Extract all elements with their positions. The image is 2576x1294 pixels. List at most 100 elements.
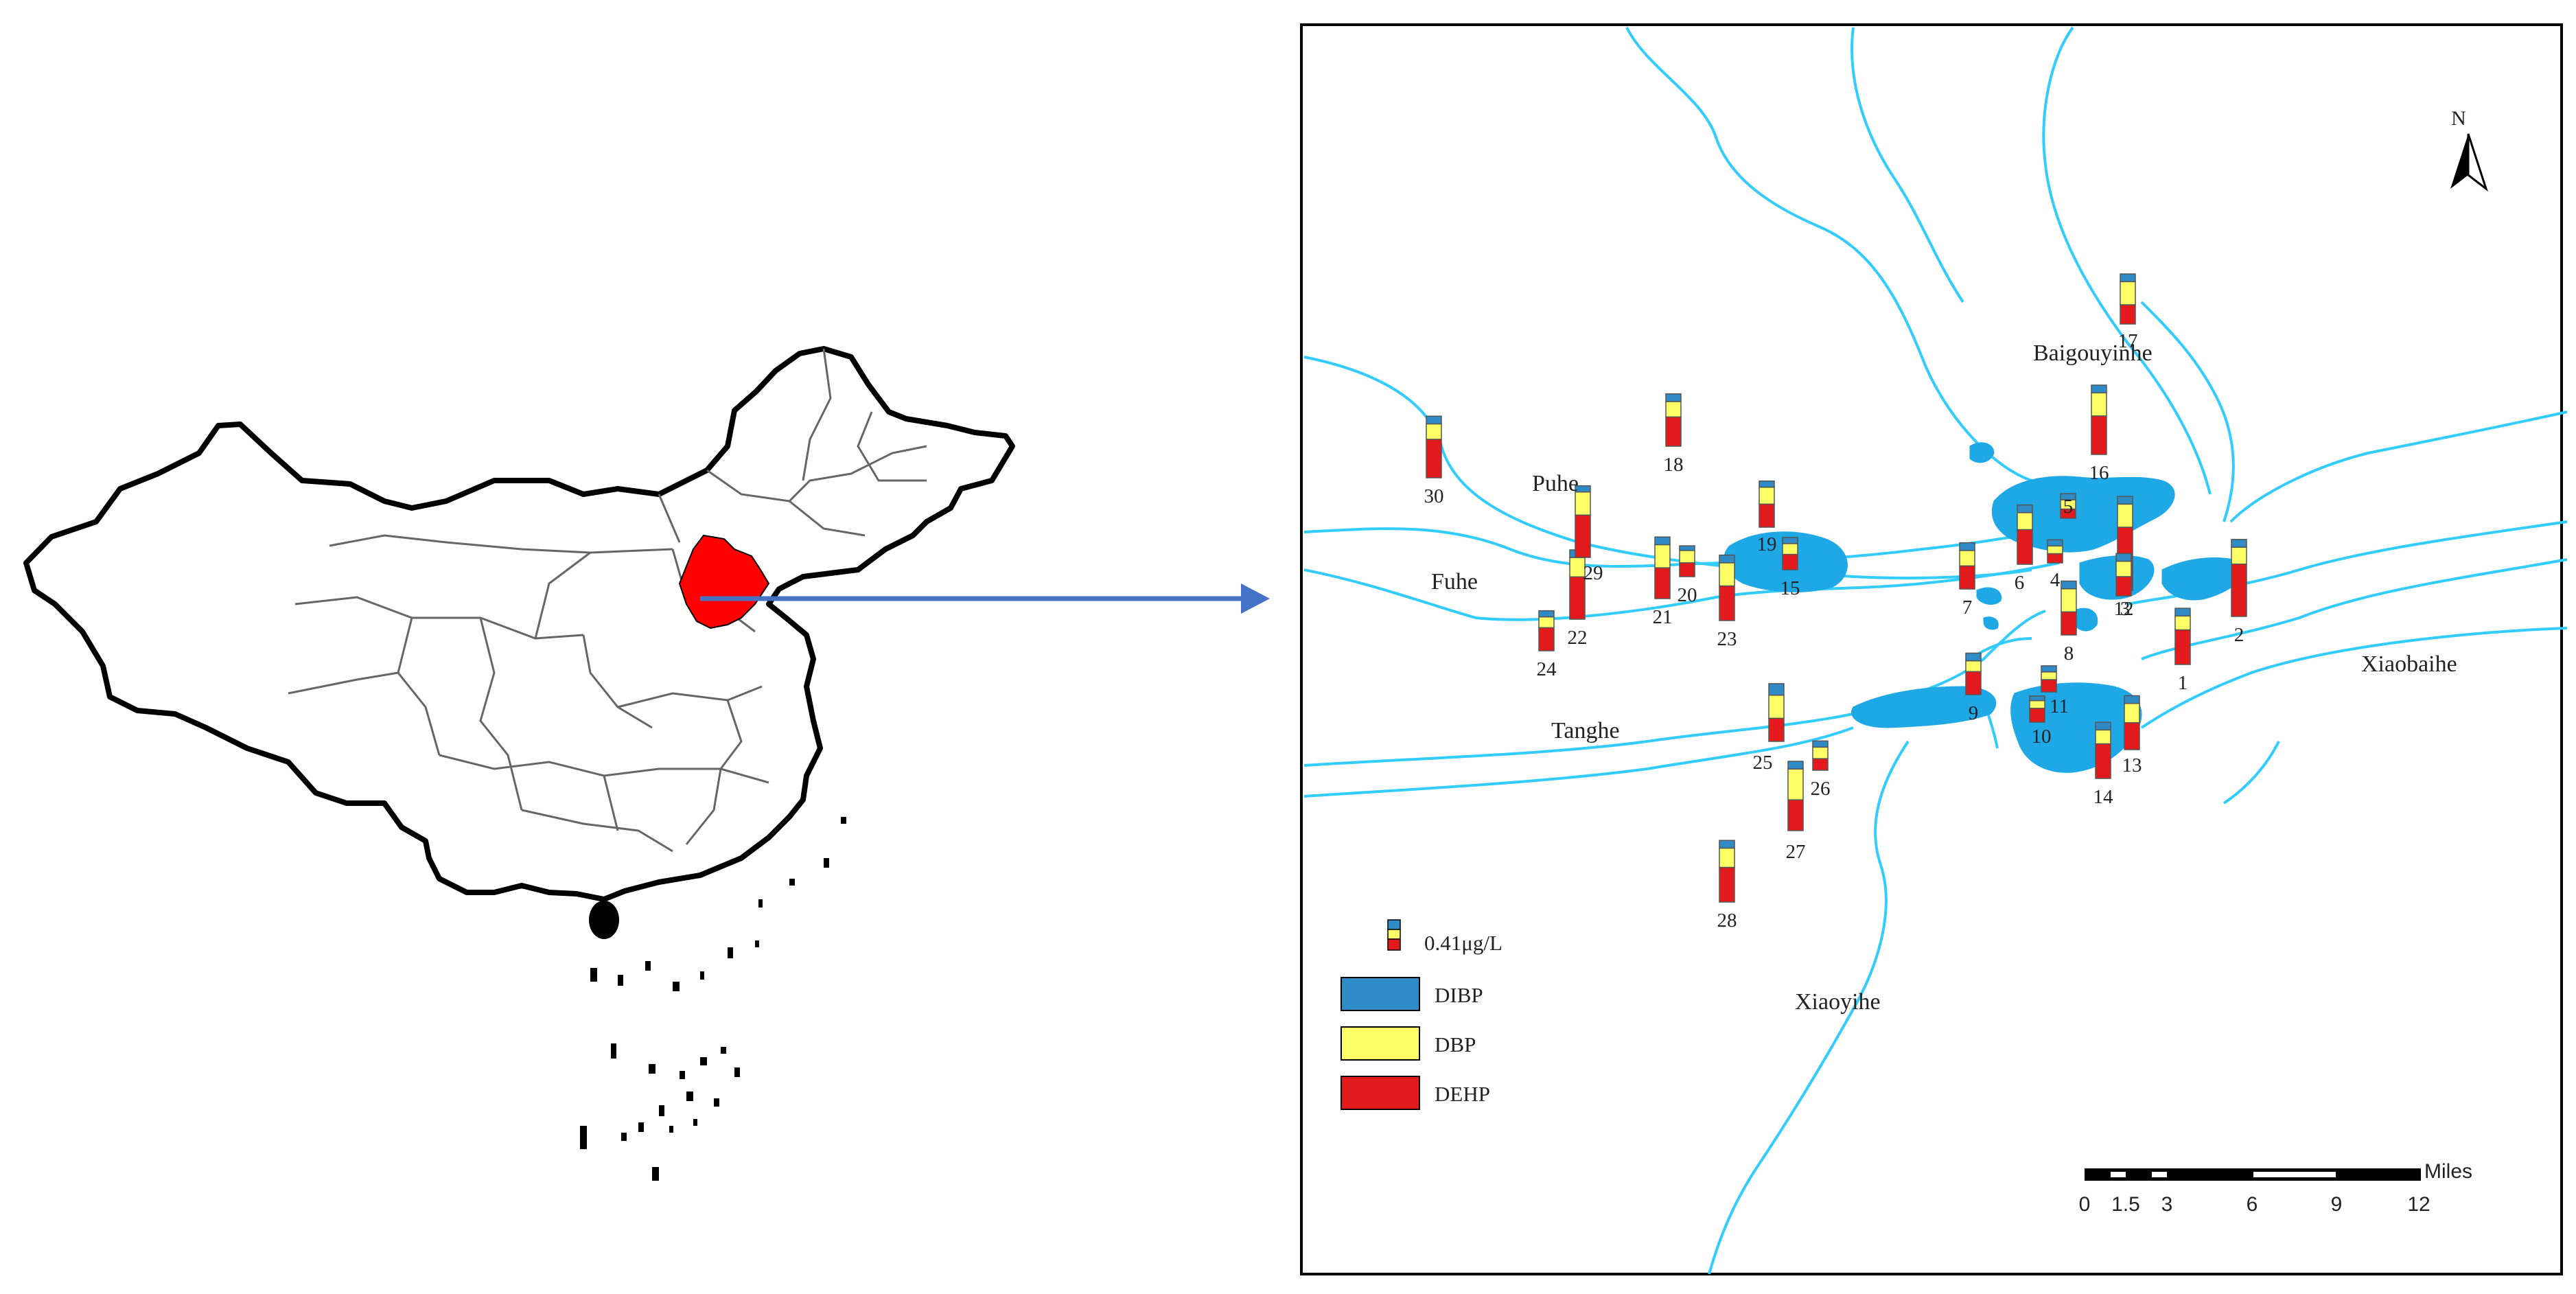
site-28-dibp-bar [1719, 840, 1735, 849]
site-20-dibp-bar [1679, 545, 1695, 551]
site-label-21: 21 [1653, 606, 1673, 628]
legend-swatch-dehp [1341, 1076, 1420, 1110]
river-label-puhe: Puhe [1532, 471, 1579, 496]
hebei-province-highlight [678, 534, 770, 629]
site-20-dehp-bar [1679, 562, 1695, 577]
scale-bar-segment [2085, 1168, 2421, 1181]
scale-tick-label: 0 [2079, 1193, 2091, 1216]
site-10-dibp-bar [2029, 695, 2045, 702]
south-china-sea-islands [580, 817, 846, 1181]
site-26-dehp-bar [1812, 758, 1829, 771]
site-label-7: 7 [1962, 597, 1973, 619]
site-12-dibp-bar [2115, 553, 2132, 562]
scale-tick-label: 3 [2161, 1193, 2173, 1216]
site-label-3: 3 [2120, 598, 2131, 620]
site-14-dibp-bar [2095, 721, 2111, 731]
site-label-25: 25 [1753, 752, 1773, 774]
legend-label-dbp: DBP [1435, 1032, 1476, 1056]
scale-tick-label: 12 [2407, 1193, 2430, 1216]
site-23-dehp-bar [1719, 585, 1735, 621]
china-outline [23, 346, 1015, 902]
site-17-dibp-bar [2120, 273, 2136, 283]
site-label-2: 2 [2234, 624, 2244, 646]
site-label-8: 8 [2064, 643, 2074, 665]
site-23-dbp-bar [1719, 562, 1735, 587]
site-12-dehp-bar [2115, 576, 2132, 597]
north-arrow: N [2450, 107, 2488, 192]
site-16-dbp-bar [2091, 392, 2107, 417]
site-label-14: 14 [2093, 786, 2114, 808]
river-label-xiaoyihe: Xiaoyihe [1795, 989, 1881, 1015]
site-30-dibp-bar [1426, 415, 1442, 425]
site-13-dibp-bar [2124, 695, 2140, 704]
site-6-dibp-bar [2017, 504, 2033, 513]
scale-bar: Miles 0 1.5 3 6 9 12 [2079, 1160, 2472, 1216]
site-label-6: 6 [2015, 572, 2025, 594]
site-19-dehp-bar [1759, 503, 1775, 528]
site-16-dehp-bar [2091, 415, 2107, 455]
site-13-dehp-bar [2124, 721, 2140, 750]
scale-bar-unit: Miles [2424, 1160, 2472, 1183]
site-15-dibp-bar [1782, 537, 1798, 544]
river-label-baigouyinhe: Baigouyinhe [2033, 340, 2153, 366]
site-label-26: 26 [1811, 778, 1831, 800]
river-label-tanghe: Tanghe [1551, 718, 1620, 743]
site-28-dehp-bar [1719, 866, 1735, 903]
site-5-dibp-bar [2060, 493, 2076, 500]
site-label-4: 4 [2050, 569, 2061, 591]
site-11-dehp-bar [2041, 679, 2057, 693]
site-label-22: 22 [1568, 627, 1588, 649]
site-26-dibp-bar [1812, 740, 1829, 748]
site-29-dehp-bar [1575, 514, 1591, 558]
river-labels: Baigouyinhe Puhe Fuhe Tanghe Xiaobaihe X… [1431, 340, 2457, 1015]
site-17-dbp-bar [2120, 281, 2136, 305]
site-18-dehp-bar [1665, 416, 1682, 447]
site-label-16: 16 [2089, 462, 2109, 484]
north-arrow-icon-right [2467, 133, 2488, 192]
province-boundaries [288, 348, 927, 853]
scale-tick-label: 6 [2247, 1193, 2258, 1216]
site-label-17: 17 [2118, 330, 2138, 352]
site-label-30: 30 [1424, 485, 1444, 507]
site-9-dehp-bar [1965, 671, 1982, 695]
site-21-dehp-bar [1654, 567, 1671, 599]
site-27-dehp-bar [1787, 799, 1804, 831]
site-28-dbp-bar [1719, 847, 1735, 868]
site-2-dibp-bar [2231, 539, 2247, 548]
site-15-dbp-bar [1782, 543, 1798, 555]
scale-bar-gap [2111, 1172, 2126, 1177]
site-10-dbp-bar [2029, 700, 2045, 709]
site-25-dibp-bar [1768, 683, 1785, 696]
site-14-dbp-bar [2095, 729, 2111, 745]
site-3-dbp-bar [2117, 503, 2133, 528]
site-24-dehp-bar [1538, 627, 1555, 651]
site-4-dibp-bar [2047, 539, 2063, 547]
site-8-dibp-bar [2061, 580, 2077, 590]
site-16-dibp-bar [2091, 384, 2107, 393]
site-label-13: 13 [2122, 754, 2142, 776]
site-15-dehp-bar [1782, 553, 1798, 570]
site-6-dehp-bar [2017, 529, 2033, 565]
legend-swatch-dbp [1341, 1026, 1420, 1061]
site-label-20: 20 [1678, 584, 1697, 606]
legend-reference-label: 0.41μg/L [1424, 931, 1502, 955]
site-2-dehp-bar [2231, 563, 2247, 617]
legend-reference-bar-dbp [1387, 929, 1401, 940]
site-7-dbp-bar [1959, 550, 1975, 567]
site-label-24: 24 [1537, 658, 1557, 680]
river-label-xiaobaihe: Xiaobaihe [2361, 651, 2457, 677]
legend-swatch-dibp [1341, 977, 1420, 1011]
site-label-1: 1 [2178, 672, 2188, 694]
scale-tick-label: 1.5 [2111, 1193, 2140, 1216]
site-2-dbp-bar [2231, 546, 2247, 565]
site-21-dibp-bar [1654, 536, 1671, 546]
site-label-23: 23 [1717, 628, 1737, 650]
site-25-dehp-bar [1768, 717, 1785, 742]
map-legend: 0.41μg/L DIBP DBP DEHP [1341, 919, 1502, 1110]
scale-tick-label: 9 [2331, 1193, 2343, 1216]
legend-label-dibp: DIBP [1435, 983, 1483, 1007]
site-29-dibp-bar [1575, 485, 1591, 493]
site-10-dehp-bar [2029, 708, 2045, 723]
